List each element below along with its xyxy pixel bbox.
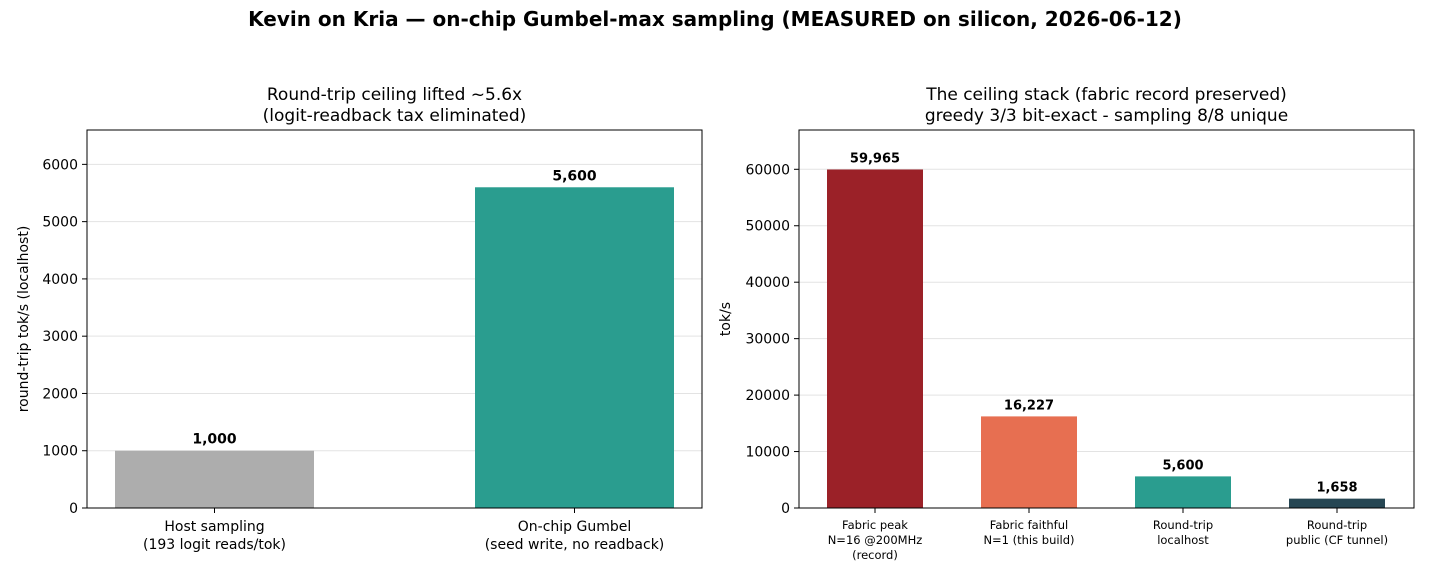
chart2-category-label: N=16 @200MHz — [828, 533, 923, 547]
chart2-value-label: 5,600 — [1162, 458, 1203, 473]
chart1-ytick-label: 6000 — [42, 157, 78, 173]
chart2-category-label: (record) — [852, 548, 898, 562]
chart2-ytick-label: 30000 — [745, 332, 790, 348]
chart1-value-label: 5,600 — [552, 168, 597, 184]
chart1-bar — [115, 450, 314, 508]
chart2-category-label: Fabric faithful — [990, 518, 1068, 532]
chart2-bar — [827, 169, 923, 508]
chart1-ytick-label: 1000 — [42, 444, 78, 460]
chart2-ytick-label: 10000 — [745, 445, 790, 461]
chart2-bar — [981, 416, 1077, 508]
chart2-title: greedy 3/3 bit-exact - sampling 8/8 uniq… — [925, 106, 1288, 126]
chart1-axes-frame — [86, 129, 703, 509]
chart2-ytick-label: 50000 — [745, 219, 790, 235]
chart2-category-label: N=1 (this build) — [983, 533, 1074, 547]
chart2-bar — [1289, 498, 1385, 508]
chart1-ytick-label: 3000 — [42, 329, 78, 345]
chart1-value-label: 1,000 — [192, 432, 237, 448]
chart2-value-label: 59,965 — [850, 151, 900, 166]
chart1-category-label: (193 logit reads/tok) — [143, 537, 286, 553]
chart2-value-label: 16,227 — [1004, 398, 1054, 413]
chart1-title: (logit-readback tax eliminated) — [263, 106, 527, 126]
chart2-ytick-label: 60000 — [745, 162, 790, 178]
figure-title: Kevin on Kria — on-chip Gumbel-max sampl… — [248, 7, 1182, 31]
chart2-bar — [1135, 476, 1231, 508]
chart2-ylabel: tok/s — [718, 302, 734, 336]
chart2-category-label: Round-trip — [1153, 518, 1213, 532]
chart1-ytick-label: 0 — [69, 501, 78, 517]
chart1-title: Round-trip ceiling lifted ~5.6x — [267, 85, 522, 105]
chart2-value-label: 1,658 — [1316, 481, 1357, 496]
chart2-title: The ceiling stack (fabric record preserv… — [925, 85, 1287, 105]
chart1-category-label: On-chip Gumbel — [518, 519, 632, 535]
chart1-ytick-label: 5000 — [42, 215, 78, 231]
chart2-category-label: Fabric peak — [842, 518, 908, 532]
chart2-category-label: Round-trip — [1307, 518, 1367, 532]
chart1-category-label: Host sampling — [164, 519, 264, 535]
chart1-bar — [475, 187, 674, 509]
chart1-category-label: (seed write, no readback) — [485, 537, 665, 553]
chart2-ytick-label: 40000 — [745, 275, 790, 291]
chart2-category-label: public (CF tunnel) — [1286, 533, 1388, 547]
chart1-ytick-label: 2000 — [42, 386, 78, 402]
chart1-ytick-label: 4000 — [42, 272, 78, 288]
chart2-category-label: localhost — [1157, 533, 1209, 547]
chart2-ytick-label: 0 — [781, 501, 790, 517]
chart2-axes-frame — [798, 129, 1415, 509]
chart2-ytick-label: 20000 — [745, 388, 790, 404]
chart1-ylabel: round-trip tok/s (localhost) — [16, 226, 32, 413]
